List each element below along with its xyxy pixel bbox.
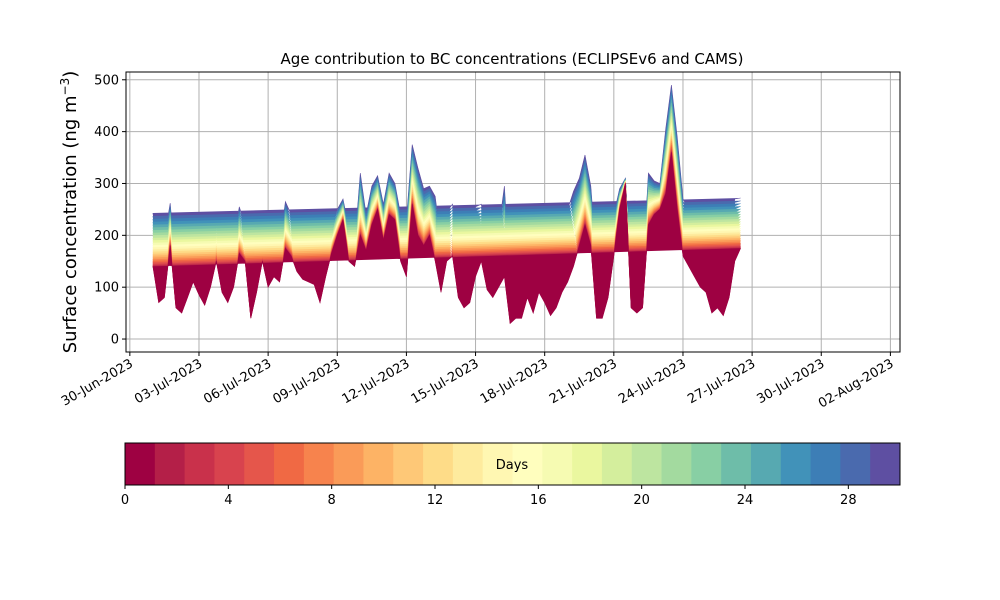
plot-frame bbox=[125, 71, 901, 353]
age-area-layers bbox=[152, 84, 741, 325]
y-tick-label: 400 bbox=[94, 125, 119, 140]
colorbar-tick-label: 16 bbox=[530, 493, 547, 508]
y-tick-label: 200 bbox=[94, 229, 119, 244]
x-tick-label: 24-Jul-2023 bbox=[616, 356, 689, 407]
age-layer-0 bbox=[152, 152, 741, 325]
y-tick-label: 500 bbox=[94, 73, 119, 88]
colorbar-swatch bbox=[691, 443, 722, 485]
colorbar-swatch bbox=[572, 443, 603, 485]
y-tick-label: 0 bbox=[111, 333, 119, 348]
y-axis: 0 100 200 300 400 500 bbox=[94, 73, 126, 348]
x-tick-label: 21-Jul-2023 bbox=[547, 356, 620, 407]
colorbar-swatch bbox=[423, 443, 454, 485]
colorbar-swatch bbox=[303, 443, 335, 485]
y-axis-label-superscript: −3 bbox=[58, 78, 72, 96]
colorbar-tick-label: 24 bbox=[737, 493, 754, 508]
colorbar-tick-label: 8 bbox=[328, 493, 336, 508]
colorbar-swatch bbox=[274, 443, 305, 485]
colorbar-swatch bbox=[661, 443, 692, 485]
x-tick-label: 15-Jul-2023 bbox=[409, 356, 482, 407]
y-tick-label: 300 bbox=[94, 177, 119, 192]
y-axis-label: Surface concentration (ng m−3) bbox=[58, 71, 81, 354]
x-tick-label: 02-Aug-2023 bbox=[816, 356, 896, 411]
colorbar-swatch bbox=[482, 443, 513, 485]
colorbar-swatch bbox=[214, 443, 245, 485]
x-tick-label: 12-Jul-2023 bbox=[340, 356, 413, 407]
y-tick-label: 100 bbox=[94, 281, 119, 296]
colorbar-swatch bbox=[721, 443, 752, 485]
colorbar-swatch bbox=[393, 443, 424, 485]
colorbar-swatch bbox=[512, 443, 543, 485]
x-tick-label: 18-Jul-2023 bbox=[478, 356, 551, 407]
chart-title: Age contribution to BC concentrations (E… bbox=[281, 50, 744, 68]
colorbar-swatch bbox=[750, 443, 782, 485]
colorbar-tick-label: 12 bbox=[427, 493, 444, 508]
colorbar-swatch bbox=[840, 443, 871, 485]
colorbar-swatch bbox=[542, 443, 573, 485]
colorbar-swatch bbox=[780, 443, 812, 485]
colorbar-swatch bbox=[184, 443, 215, 485]
colorbar-swatch bbox=[125, 443, 156, 485]
colorbar-swatch bbox=[870, 443, 901, 485]
y-axis-label-text: Surface concentration (ng m bbox=[60, 95, 81, 353]
colorbar-swatch bbox=[363, 443, 394, 485]
colorbar-tick-label: 20 bbox=[633, 493, 650, 508]
x-axis: 30-Jun-202303-Jul-202306-Jul-202309-Jul-… bbox=[59, 352, 896, 412]
colorbar-border bbox=[124, 442, 901, 486]
colorbar-swatch bbox=[154, 443, 186, 485]
colorbar-swatch bbox=[601, 443, 633, 485]
y-axis-label-close: ) bbox=[60, 71, 81, 78]
x-tick-label: 27-Jul-2023 bbox=[685, 356, 758, 407]
colorbar-label: Days bbox=[496, 458, 529, 473]
x-tick-label: 06-Jul-2023 bbox=[201, 356, 274, 407]
colorbar-swatch bbox=[244, 443, 275, 485]
colorbar-swatch bbox=[810, 443, 841, 485]
x-tick-label: 03-Jul-2023 bbox=[132, 356, 205, 407]
colorbar-swatch bbox=[631, 443, 663, 485]
plot-border bbox=[125, 71, 901, 353]
x-tick-label: 09-Jul-2023 bbox=[270, 356, 343, 407]
colorbar-tick-label: 4 bbox=[224, 493, 232, 508]
colorbar-tick-label: 28 bbox=[840, 493, 857, 508]
colorbar-tick-label: 0 bbox=[121, 493, 129, 508]
colorbar: 0 4 8 12 16 20 24 28 bbox=[121, 442, 901, 508]
colorbar-swatch bbox=[452, 443, 484, 485]
colorbar-swatch bbox=[333, 443, 364, 485]
x-tick-label: 30-Jun-2023 bbox=[59, 356, 136, 409]
